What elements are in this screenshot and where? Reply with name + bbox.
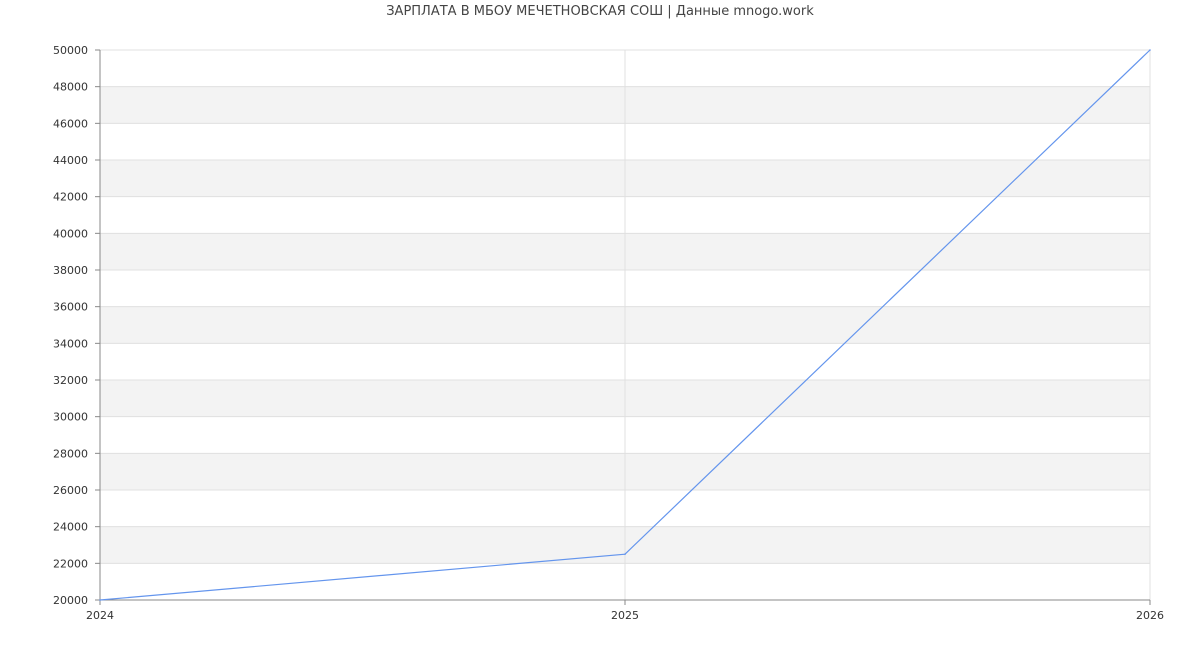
data-point (99, 599, 101, 601)
y-tick-label: 40000 (53, 227, 88, 240)
y-tick-label: 38000 (53, 264, 88, 277)
y-tick-label: 46000 (53, 117, 88, 130)
y-tick-label: 48000 (53, 81, 88, 94)
x-tick-label: 2026 (1136, 609, 1164, 622)
y-tick-label: 24000 (53, 521, 88, 534)
y-tick-label: 34000 (53, 337, 88, 350)
y-tick-label: 44000 (53, 154, 88, 167)
y-tick-label: 50000 (53, 44, 88, 57)
y-tick-label: 32000 (53, 374, 88, 387)
y-tick-label: 42000 (53, 191, 88, 204)
y-tick-label: 36000 (53, 301, 88, 314)
y-tick-label: 20000 (53, 594, 88, 607)
chart-title: ЗАРПЛАТА В МБОУ МЕЧЕТНОВСКАЯ СОШ | Данны… (386, 4, 814, 19)
y-tick-label: 22000 (53, 557, 88, 570)
x-tick-label: 2024 (86, 609, 114, 622)
x-tick-label: 2025 (611, 609, 639, 622)
data-point (624, 553, 626, 555)
y-tick-label: 26000 (53, 484, 88, 497)
y-tick-label: 28000 (53, 447, 88, 460)
data-point (1149, 49, 1151, 51)
y-tick-label: 30000 (53, 411, 88, 424)
